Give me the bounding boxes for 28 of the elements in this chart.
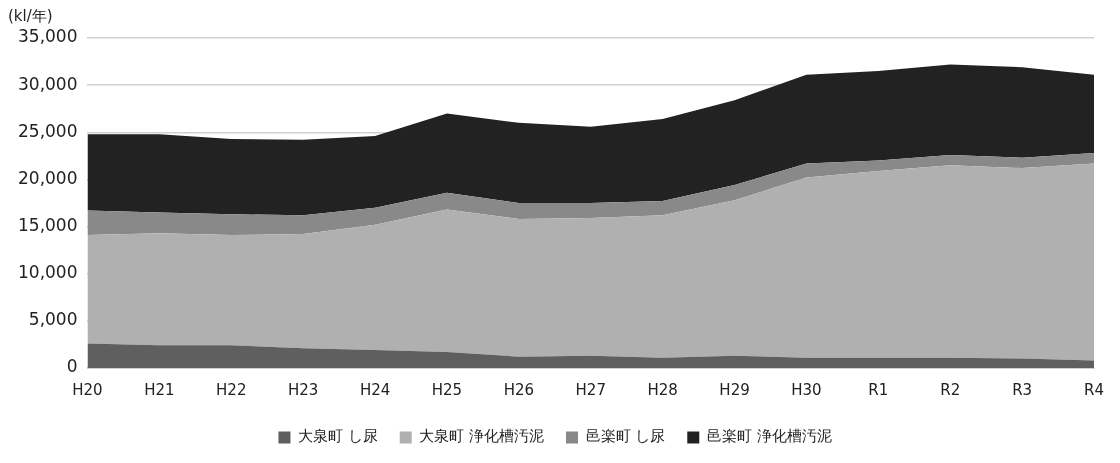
x-tick-label: H24 xyxy=(359,380,391,399)
x-tick-label: H27 xyxy=(575,380,606,399)
y-tick-label: 20,000 xyxy=(18,167,78,188)
x-tick-label: R4 xyxy=(1084,380,1104,399)
x-tick-label: H26 xyxy=(503,380,535,399)
y-tick-label: 35,000 xyxy=(18,26,78,47)
legend-label: 邑楽町 浄化槽汚泥 xyxy=(706,427,832,446)
x-tick-label: H29 xyxy=(719,380,750,399)
x-tick-label: H30 xyxy=(791,380,822,399)
legend-label: 邑楽町 し尿 xyxy=(585,427,666,446)
x-tick-label: R3 xyxy=(1012,380,1033,399)
x-tick-label: H21 xyxy=(144,380,175,399)
legend-label: 大泉町 浄化槽汚泥 xyxy=(419,427,545,446)
y-tick-label: 5,000 xyxy=(28,309,78,330)
y-tick-label: 15,000 xyxy=(18,214,78,235)
legend-label: 大泉町 し尿 xyxy=(297,427,378,446)
x-tick-label: H20 xyxy=(72,380,103,399)
x-tick-label: H22 xyxy=(216,380,247,399)
x-tick-label: H23 xyxy=(287,380,319,399)
y-tick-label: 0 xyxy=(66,356,78,377)
y-tick-label: 30,000 xyxy=(18,73,78,94)
x-tick-label: R2 xyxy=(940,380,961,399)
x-tick-label: R1 xyxy=(868,380,889,399)
y-axis-title: (kl/年) xyxy=(8,7,53,26)
x-tick-label: H25 xyxy=(431,380,463,399)
y-tick-label: 10,000 xyxy=(18,262,78,283)
y-tick-label: 25,000 xyxy=(18,120,78,141)
x-tick-label: H28 xyxy=(647,380,678,399)
